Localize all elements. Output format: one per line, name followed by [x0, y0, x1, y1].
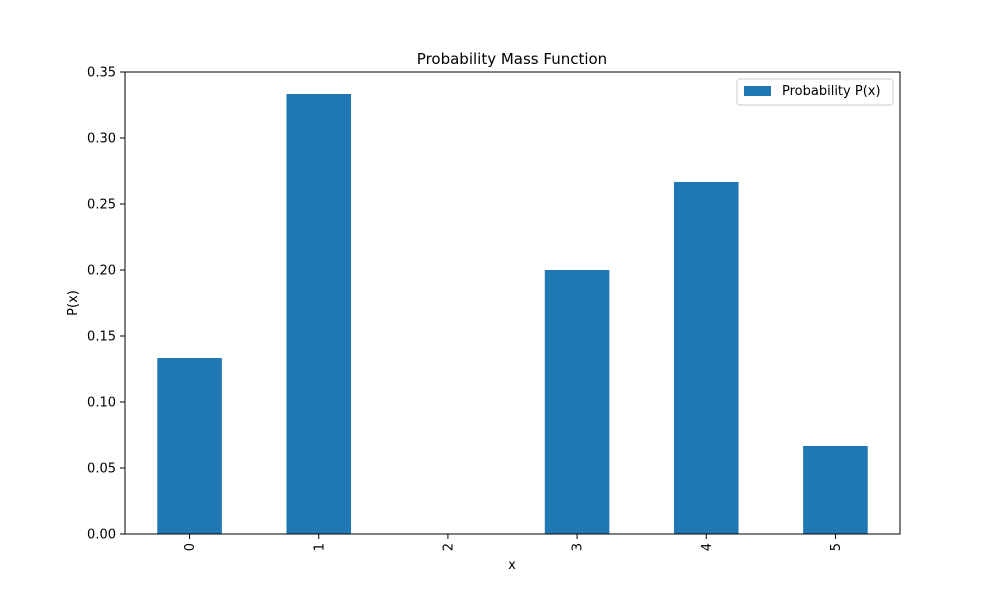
x-axis: 0 1 2 3 4 5	[183, 534, 844, 551]
x-tick-label: 2	[441, 543, 456, 551]
legend: Probability P(x)	[736, 78, 894, 106]
y-tick-label: 0.10	[87, 396, 116, 411]
bar-1	[286, 94, 352, 534]
y-tick-label: 0.25	[87, 198, 116, 213]
y-tick-label: 0.30	[87, 132, 116, 147]
bar-4	[673, 181, 739, 534]
y-tick-label: 0.20	[87, 264, 116, 279]
y-tick-label: 0.15	[87, 330, 116, 345]
y-axis-label: P(x)	[66, 290, 81, 316]
y-tick-label: 0.00	[87, 528, 116, 543]
legend-label: Probability P(x)	[782, 84, 881, 99]
y-tick-label: 0.05	[87, 462, 116, 477]
bar-3	[544, 270, 610, 534]
bars-layer	[157, 94, 868, 534]
x-tick-label: 4	[700, 543, 715, 551]
bar-0	[157, 358, 222, 534]
x-tick-label: 1	[312, 543, 327, 551]
x-axis-label: x	[508, 558, 516, 573]
legend-box	[736, 78, 894, 106]
x-tick-label: 3	[571, 543, 586, 551]
y-axis: 0.00 0.05 0.10 0.15 0.20 0.25 0.30 0.35	[87, 66, 125, 543]
bar-5	[803, 445, 868, 534]
y-tick-label: 0.35	[87, 66, 116, 81]
x-tick-label: 0	[183, 543, 198, 551]
x-tick-label: 5	[829, 543, 844, 551]
chart-title: Probability Mass Function	[417, 50, 607, 68]
legend-swatch	[744, 86, 771, 96]
plot-area-frame	[124, 71, 901, 535]
